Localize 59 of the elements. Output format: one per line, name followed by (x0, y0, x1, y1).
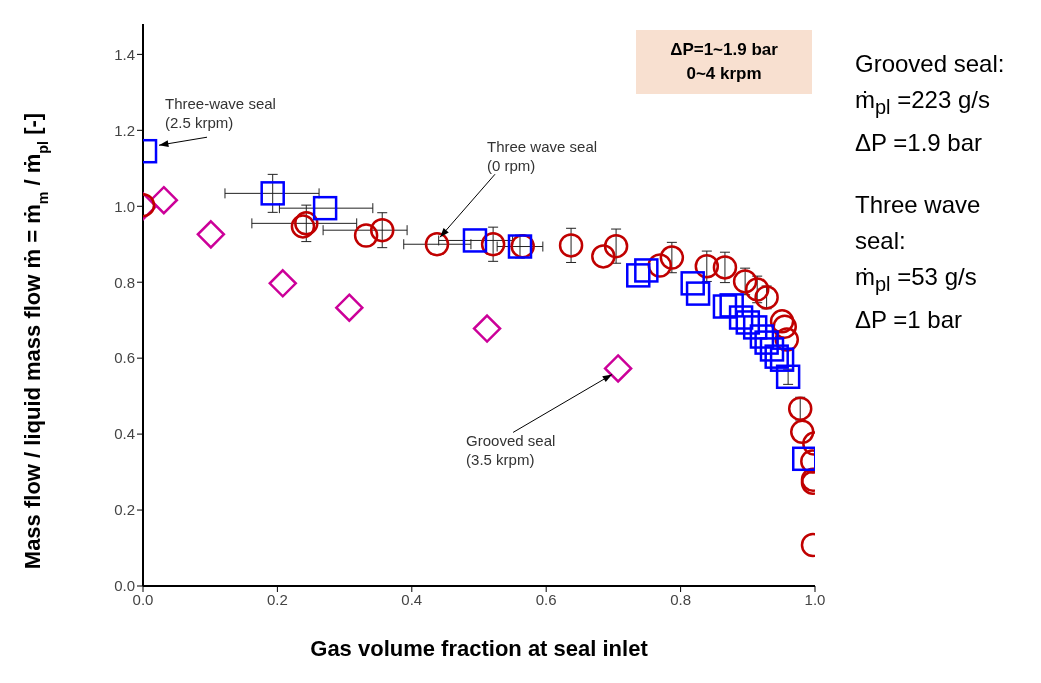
point (754, 330, 779, 355)
y-tick-label: 0.4 (114, 425, 135, 443)
point (712, 255, 738, 280)
point (728, 305, 754, 330)
point (732, 269, 758, 294)
point (603, 233, 629, 259)
point (742, 315, 768, 340)
point (462, 228, 488, 253)
y-tick-label: 1.0 (114, 197, 135, 215)
y-tick-label: 0.6 (114, 349, 135, 367)
x-tick-label: 0.6 (535, 590, 557, 608)
point (472, 314, 502, 343)
point (369, 217, 395, 243)
y-tick-label: 0.8 (114, 273, 135, 291)
x-axis-title: Gas volume fraction at seal inlet (310, 636, 649, 661)
point (312, 195, 338, 221)
point (424, 231, 450, 257)
x-tick-label: 0.4 (401, 590, 423, 608)
text: Three wave seal: ṁ$_{pl}$ =53 g/s ΔP =1 bar (855, 189, 982, 335)
y-tick-label: 0.2 (114, 501, 135, 519)
y-tick-label: 1.4 (114, 45, 135, 63)
point (719, 293, 744, 318)
point (789, 419, 815, 445)
y-tick-label: 1.2 (114, 121, 135, 139)
text-box: ΔP=1~1.9 bar 0~4 krpm (636, 30, 812, 94)
point (787, 396, 813, 421)
point (634, 258, 659, 283)
annotation: Three wave seal (0 rpm) (487, 138, 598, 175)
point (335, 293, 364, 322)
point (680, 271, 705, 296)
x-tick-label: 0.8 (670, 590, 692, 608)
point (712, 294, 738, 319)
x-tick-label: 1.0 (804, 590, 826, 608)
point (603, 354, 633, 383)
point (759, 337, 785, 362)
annotation: ΔP=1~1.9 bar 0~4 krpm (669, 39, 779, 85)
x-tick-label: 0.2 (266, 590, 288, 608)
point (749, 324, 775, 349)
annotation: Three-wave seal (2.5 krpm) (165, 95, 276, 132)
point (353, 223, 379, 248)
point (694, 254, 720, 279)
point (744, 277, 770, 302)
x-tick-label: 0.0 (132, 590, 154, 608)
point (558, 233, 584, 258)
point (196, 220, 226, 249)
annotation: Grooved seal (3.5 krpm) (466, 432, 556, 469)
point (260, 181, 285, 206)
point (591, 244, 616, 269)
point (754, 285, 779, 310)
point (659, 245, 685, 270)
point (775, 364, 801, 390)
text: Grooved seal: ṁ$_{pl}$ =223 g/s ΔP =1.9 bar (855, 49, 1006, 158)
point (685, 281, 711, 306)
point (764, 344, 789, 369)
point (735, 310, 761, 335)
point (626, 263, 651, 288)
y-tick-label: 0.0 (114, 577, 135, 595)
point (769, 347, 795, 372)
point (268, 269, 298, 298)
